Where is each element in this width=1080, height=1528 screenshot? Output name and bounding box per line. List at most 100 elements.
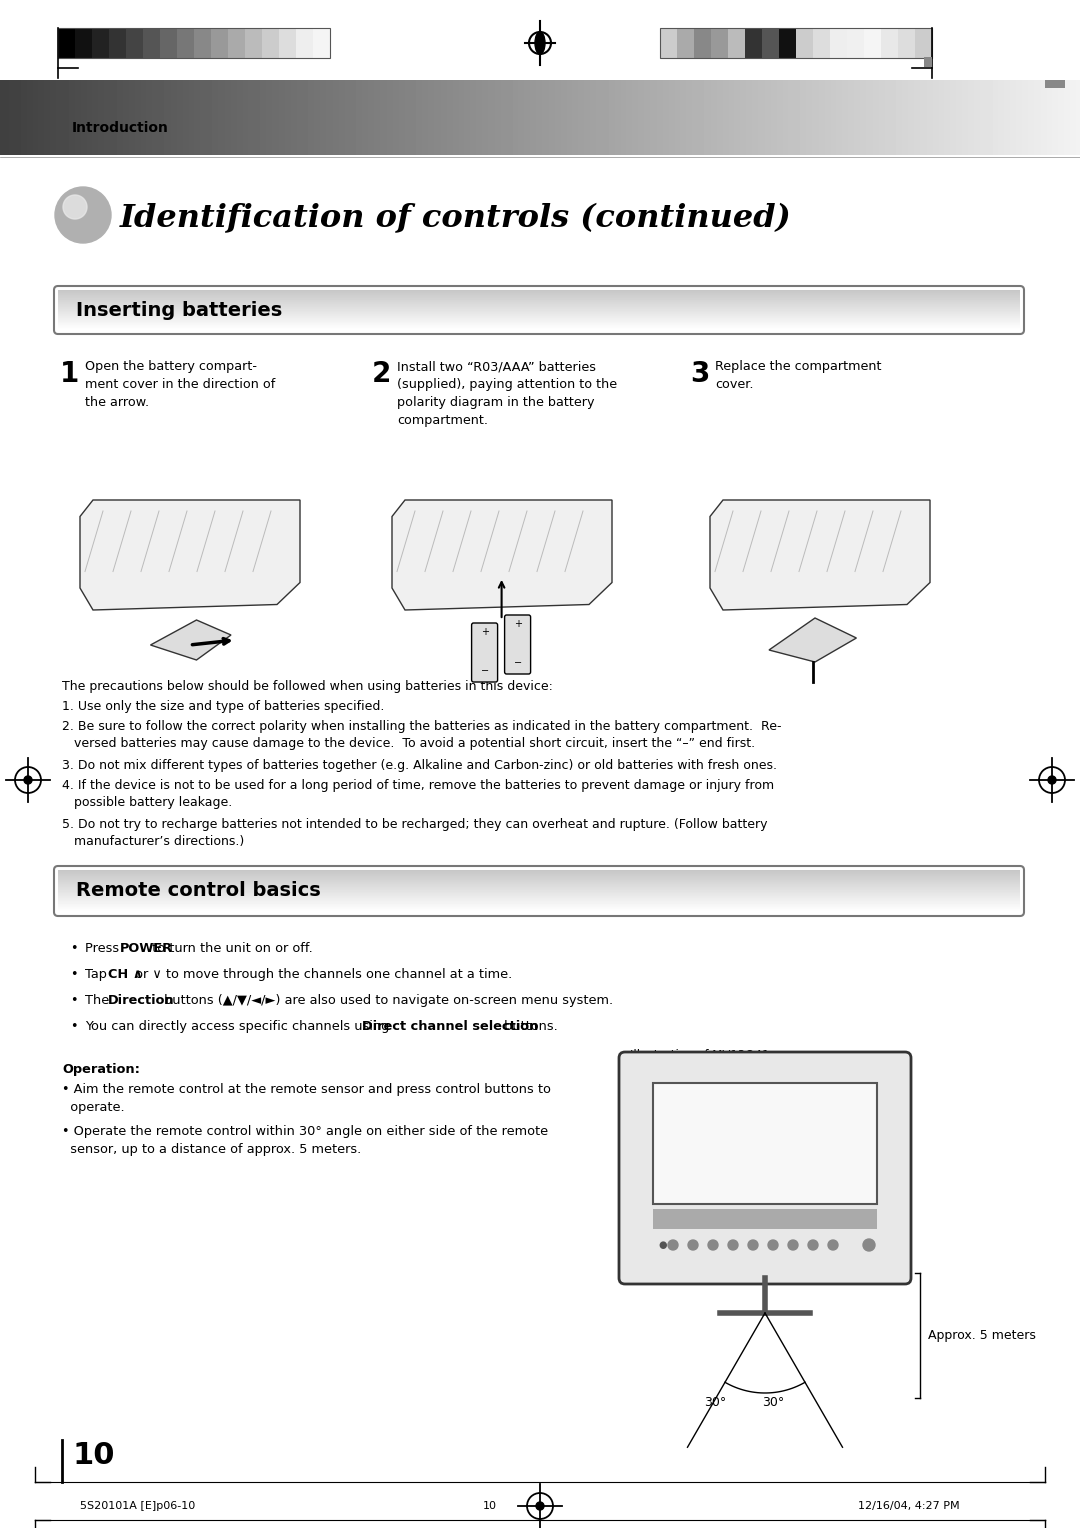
Text: Install two “R03/AAA” batteries
(supplied), paying attention to the
polarity dia: Install two “R03/AAA” batteries (supplie… [397, 361, 617, 426]
Text: The precautions below should be followed when using batteries in this device:: The precautions below should be followed… [62, 680, 553, 694]
Text: or ∨ to move through the channels one channel at a time.: or ∨ to move through the channels one ch… [131, 969, 512, 981]
Bar [177, 28, 194, 58]
Circle shape [708, 1241, 718, 1250]
Text: −: − [481, 666, 488, 675]
Bar [58, 28, 330, 58]
Bar [677, 28, 694, 58]
Circle shape [863, 1239, 875, 1251]
Text: The: The [85, 995, 113, 1007]
Text: Illustration of MV13Q41: Illustration of MV13Q41 [630, 1048, 769, 1060]
Bar [194, 28, 211, 58]
Circle shape [669, 1241, 678, 1250]
Text: −: − [513, 659, 522, 668]
Polygon shape [392, 500, 612, 610]
Text: 4. If the device is not to be used for a long period of time, remove the batteri: 4. If the device is not to be used for a… [62, 779, 774, 808]
Text: Direct channel selection: Direct channel selection [362, 1021, 538, 1033]
Polygon shape [80, 500, 300, 610]
Bar [211, 28, 228, 58]
Text: buttons (▲/▼/◄/►) are also used to navigate on-screen menu system.: buttons (▲/▼/◄/►) are also used to navig… [160, 995, 613, 1007]
Bar [262, 28, 279, 58]
Circle shape [808, 1241, 818, 1250]
Bar [109, 28, 126, 58]
Text: •: • [70, 969, 78, 981]
Bar [796, 28, 813, 58]
Bar [779, 28, 796, 58]
Bar [160, 28, 177, 58]
Bar [313, 28, 330, 58]
Bar [1045, 79, 1065, 89]
Text: Press: Press [85, 941, 123, 955]
Text: 5. Do not try to recharge batteries not intended to be recharged; they can overh: 5. Do not try to recharge batteries not … [62, 817, 768, 848]
Bar [711, 28, 728, 58]
Bar [897, 28, 915, 58]
Bar [660, 28, 932, 58]
Text: You can directly access specific channels using: You can directly access specific channel… [85, 1021, 393, 1033]
Bar [143, 28, 160, 58]
Bar [881, 28, 897, 58]
Bar [831, 28, 847, 58]
Circle shape [536, 40, 544, 47]
Text: • Operate the remote control within 30° angle on either side of the remote
  sen: • Operate the remote control within 30° … [62, 1125, 549, 1157]
Text: 30°: 30° [761, 1397, 784, 1409]
Ellipse shape [535, 32, 545, 53]
Circle shape [728, 1241, 738, 1250]
Bar [813, 28, 831, 58]
Circle shape [748, 1241, 758, 1250]
Text: Inserting batteries: Inserting batteries [76, 301, 282, 319]
Bar [864, 28, 881, 58]
Bar [126, 28, 143, 58]
Polygon shape [150, 620, 231, 660]
Bar [92, 28, 109, 58]
Text: 10: 10 [483, 1500, 497, 1511]
Text: 1. Use only the size and type of batteries specified.: 1. Use only the size and type of batteri… [62, 700, 384, 714]
Bar [58, 28, 75, 58]
Bar [915, 28, 932, 58]
Circle shape [536, 1502, 544, 1510]
Text: buttons.: buttons. [500, 1021, 558, 1033]
Circle shape [688, 1241, 698, 1250]
Bar [660, 28, 677, 58]
Text: Direction: Direction [108, 995, 175, 1007]
Text: +: + [514, 619, 522, 630]
FancyBboxPatch shape [504, 614, 530, 674]
Text: 30°: 30° [704, 1397, 726, 1409]
Bar [694, 28, 711, 58]
Text: Introduction: Introduction [72, 121, 168, 134]
Bar [728, 28, 745, 58]
Circle shape [24, 776, 32, 784]
Polygon shape [710, 500, 930, 610]
Text: Operation:: Operation: [62, 1063, 140, 1076]
Circle shape [1048, 776, 1056, 784]
Polygon shape [769, 617, 856, 662]
Text: Replace the compartment
cover.: Replace the compartment cover. [715, 361, 881, 391]
Text: 1: 1 [60, 361, 79, 388]
Text: 3. Do not mix different types of batteries together (e.g. Alkaline and Carbon-zi: 3. Do not mix different types of batteri… [62, 759, 777, 772]
Circle shape [63, 196, 87, 219]
Text: 3: 3 [690, 361, 710, 388]
Text: POWER: POWER [120, 941, 173, 955]
Bar [762, 28, 779, 58]
FancyBboxPatch shape [472, 623, 498, 681]
Bar [228, 28, 245, 58]
Text: 5S20101A [E]p06-10: 5S20101A [E]p06-10 [80, 1500, 195, 1511]
Bar [847, 28, 864, 58]
FancyBboxPatch shape [619, 1051, 912, 1284]
Bar [653, 1209, 877, 1229]
Circle shape [788, 1241, 798, 1250]
Bar [296, 28, 313, 58]
Circle shape [55, 186, 111, 243]
Text: to turn the unit on or off.: to turn the unit on or off. [148, 941, 313, 955]
Text: CH ∧: CH ∧ [108, 969, 144, 981]
Text: +: + [481, 626, 488, 637]
Text: • Aim the remote control at the remote sensor and press control buttons to
  ope: • Aim the remote control at the remote s… [62, 1083, 551, 1114]
Bar [924, 57, 932, 67]
Bar [745, 28, 762, 58]
Text: 2: 2 [372, 361, 391, 388]
Text: 10: 10 [72, 1441, 114, 1470]
Text: 12/16/04, 4:27 PM: 12/16/04, 4:27 PM [859, 1500, 960, 1511]
Bar [279, 28, 296, 58]
Circle shape [828, 1241, 838, 1250]
Circle shape [768, 1241, 778, 1250]
Text: 2. Be sure to follow the correct polarity when installing the batteries as indic: 2. Be sure to follow the correct polarit… [62, 720, 782, 750]
Text: Remote control basics: Remote control basics [76, 882, 321, 900]
